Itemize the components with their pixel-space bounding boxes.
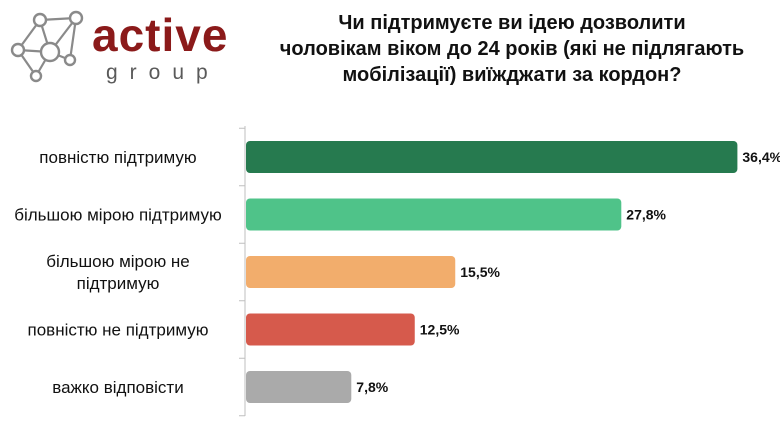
chart-title-line: чоловікам віком до 24 років (які не підл… (279, 38, 745, 60)
network-icon (10, 10, 84, 83)
bar (246, 141, 738, 173)
category-label: більшою мірою не підтримую (46, 252, 190, 293)
bar (246, 198, 622, 231)
data-label: 15,5% (460, 264, 500, 280)
category-label: важко відповісти (52, 378, 183, 397)
category-label: повністю не підтримую (28, 321, 209, 340)
bar-chart: 36,4% повністю підтримую 27,8% більшою міро… (14, 126, 780, 417)
data-label: 27,8% (626, 207, 666, 223)
logo: active group (6, 8, 236, 86)
chart-title: Чи підтримуєте ви ідею дозволити чоловік… (262, 10, 762, 88)
data-label: 12,5% (420, 322, 460, 338)
category-label: повністю підтримую (39, 148, 197, 167)
bar (246, 256, 456, 288)
chart-title-line: мобілізації) виїжджати за кордон? (342, 64, 682, 86)
logo-subtitle: group (106, 61, 220, 84)
data-label: 36,4% (742, 149, 780, 165)
category-label: більшою мірою підтримую (14, 206, 222, 225)
data-label: 7,8% (356, 379, 388, 395)
bar (246, 313, 415, 346)
chart-title-line: Чи підтримуєте ви ідею дозволити (338, 12, 686, 34)
bar (246, 371, 352, 403)
logo-wordmark: active (92, 9, 229, 61)
